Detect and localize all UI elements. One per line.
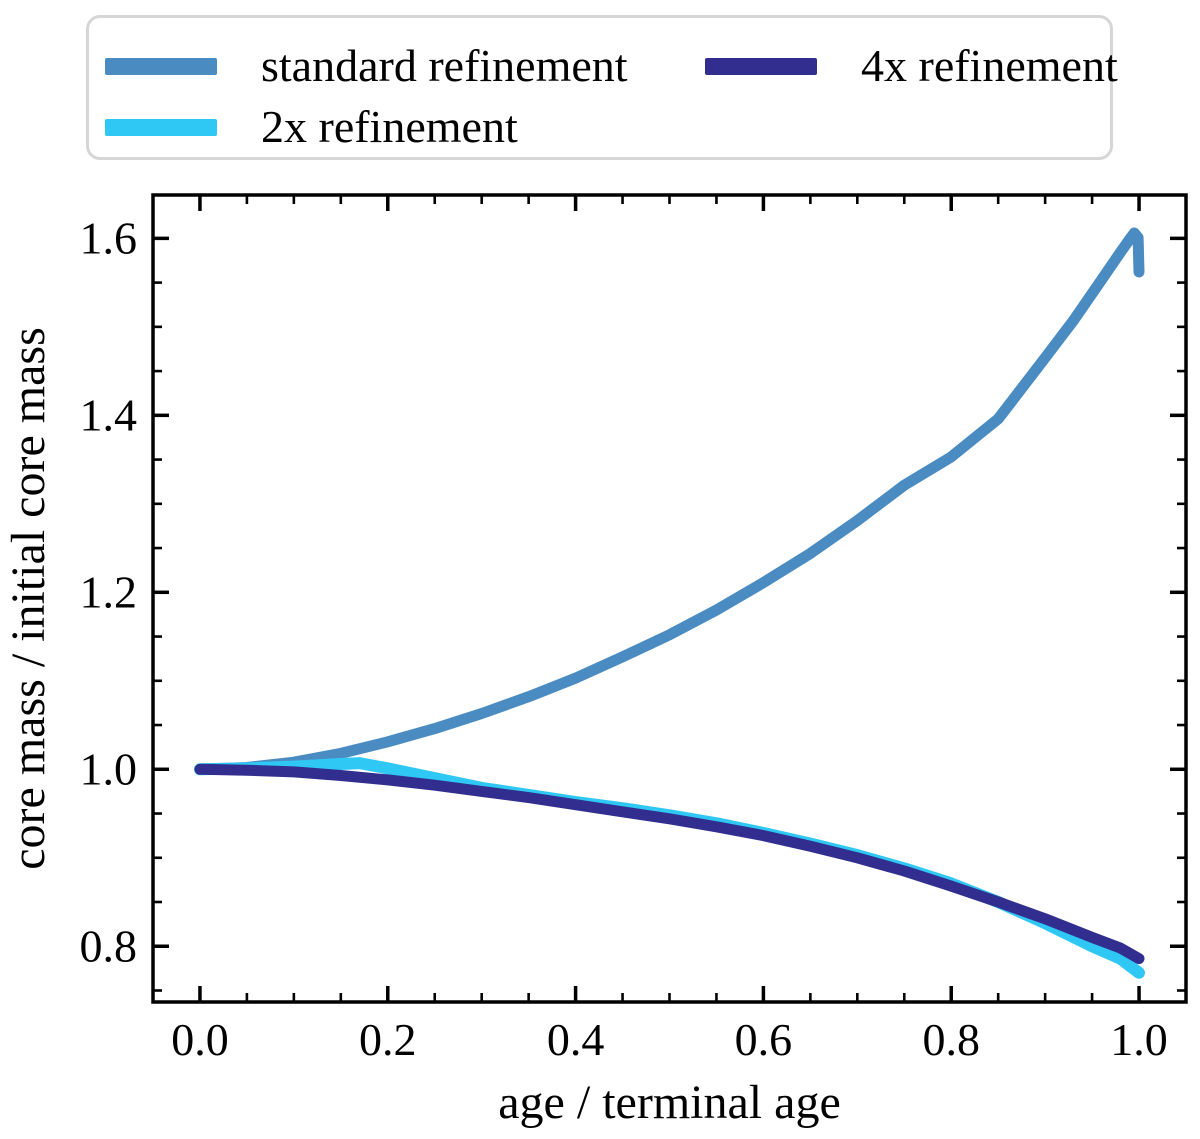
- y-tick-label: 1.4: [80, 389, 138, 440]
- plot-spines: [151, 193, 1188, 1004]
- legend-label-4x-refinement: 4x refinement: [861, 40, 1118, 91]
- x-tick-label: 0.2: [359, 1014, 417, 1065]
- legend-item-standard-refinement: standard refinement: [105, 42, 705, 90]
- x-tick-label: 0.4: [547, 1014, 605, 1065]
- legend-swatch-standard-refinement: [105, 57, 217, 75]
- x-tick-label: 0.0: [171, 1014, 229, 1065]
- x-axis-label: age / terminal age: [498, 1076, 841, 1129]
- x-tick-label: 1.0: [1110, 1014, 1168, 1065]
- series-line-1: [194, 227, 1145, 775]
- legend-swatch-2x-refinement: [105, 118, 217, 136]
- y-tick-label: 1.2: [80, 566, 138, 617]
- legend-item-2x-refinement: 2x refinement: [105, 103, 705, 151]
- series-line-3: [194, 763, 1145, 965]
- y-tick-label: 0.8: [80, 920, 138, 971]
- x-tick-label: 0.8: [922, 1014, 980, 1065]
- legend-swatch-4x-refinement: [705, 57, 817, 75]
- chart-legend: standard refinement 4x refinement 2x ref…: [86, 15, 1118, 160]
- legend-label-standard-refinement: standard refinement: [261, 40, 628, 91]
- y-tick-label: 1.0: [80, 743, 138, 794]
- legend-item-4x-refinement: 4x refinement: [705, 42, 1118, 90]
- x-tick-label: 0.6: [735, 1014, 793, 1065]
- series-line-2: [194, 757, 1145, 979]
- plot-area: 0.0 0.2 0.4 0.6 0.8 1.0 0.8 1.0 1.2 1.4 1.6 age / t…: [2, 193, 1188, 1129]
- y-tick-label: 1.6: [80, 212, 138, 263]
- y-axis-label: core mass / initial core mass: [2, 327, 55, 870]
- legend-label-2x-refinement: 2x refinement: [261, 101, 518, 152]
